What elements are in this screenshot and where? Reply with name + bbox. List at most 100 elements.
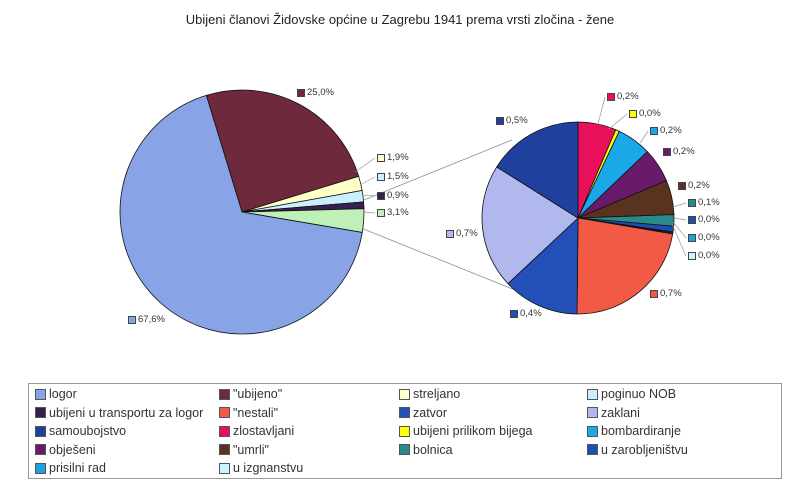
legend-swatch <box>219 407 230 418</box>
label-swatch <box>663 147 671 156</box>
leader-line <box>354 157 376 173</box>
legend-label: prisilni rad <box>49 461 106 475</box>
data-label: 0,2% <box>678 180 710 191</box>
legend-label: u zarobljeništvu <box>601 442 688 457</box>
legend-item: bombardiranje <box>587 424 681 438</box>
label-swatch <box>688 198 696 207</box>
leader-line <box>608 113 628 130</box>
legend-label: bombardiranje <box>601 424 681 438</box>
legend-label: obješeni <box>49 442 96 457</box>
legend-label: logor <box>49 387 77 401</box>
data-label: 0,9% <box>377 190 409 201</box>
legend-item: zlostavljani <box>219 424 294 438</box>
label-text: 0,1% <box>698 197 720 208</box>
label-text: 0,0% <box>698 232 720 243</box>
leader-line <box>671 223 687 257</box>
legend-swatch <box>587 388 598 400</box>
label-text: 0,4% <box>520 308 542 319</box>
chart-title: Ubijeni članovi Židovske općine u Zagreb… <box>185 12 615 27</box>
legend-item: poginuo NOB <box>587 387 676 401</box>
legend-item: u zarobljeništvu <box>587 443 688 457</box>
label-swatch <box>650 126 658 135</box>
label-swatch <box>377 172 385 181</box>
main-pie-slice <box>119 94 363 335</box>
legend-swatch <box>35 444 46 455</box>
legend-swatch <box>399 444 410 455</box>
label-text: 0,7% <box>660 288 682 299</box>
legend-swatch <box>219 462 230 474</box>
data-label: 0,0% <box>688 214 720 225</box>
label-text: 0,7% <box>456 228 478 239</box>
leader-line <box>359 176 376 186</box>
legend-swatch <box>399 407 410 418</box>
secondary-pie-slice <box>576 217 674 315</box>
label-text: 0,0% <box>698 250 720 261</box>
data-label: 25,0% <box>297 87 334 98</box>
secondary-pie-slice <box>481 166 579 285</box>
legend-item: zaklani <box>587 406 640 420</box>
legend-item: streljano <box>399 387 460 401</box>
label-swatch <box>128 315 136 324</box>
label-swatch <box>688 251 696 260</box>
leader-line <box>361 194 376 197</box>
data-label: 0,1% <box>688 197 720 208</box>
data-label: 0,0% <box>688 250 720 261</box>
legend-item: u izgnanstvu <box>219 461 303 475</box>
legend-item: logor <box>35 387 77 401</box>
leader-line <box>672 202 687 208</box>
legend: logor "ubijeno" streljano poginuo NOB ubijen… <box>28 383 782 479</box>
label-swatch <box>377 153 385 162</box>
leader-line <box>363 211 376 214</box>
label-text: 0,5% <box>506 115 528 126</box>
data-label: 3,1% <box>377 207 409 218</box>
data-label: 0,7% <box>650 288 682 299</box>
legend-swatch <box>219 444 230 455</box>
leader-line <box>673 217 687 221</box>
legend-swatch <box>587 444 598 455</box>
legend-swatch <box>35 388 46 400</box>
legend-label: "umrli" <box>233 442 269 457</box>
leader-line <box>597 96 606 125</box>
legend-label: samoubojstvo <box>49 424 127 438</box>
legend-swatch <box>35 407 46 418</box>
label-swatch <box>629 109 637 118</box>
legend-item: samoubojstvo <box>35 424 126 438</box>
legend-item: bolnica <box>399 443 453 457</box>
label-swatch <box>688 215 696 224</box>
legend-swatch <box>35 462 46 474</box>
data-label: 0,2% <box>650 125 682 136</box>
legend-swatch <box>399 425 410 437</box>
label-text: 0,2% <box>617 91 639 102</box>
label-swatch <box>650 289 658 298</box>
connector-line <box>360 227 531 297</box>
label-text: 0,0% <box>639 108 661 119</box>
leader-line <box>672 221 687 239</box>
legend-label: ubijeni u transportu za logor <box>49 405 204 420</box>
legend-swatch <box>587 407 598 418</box>
legend-label: "nestali" <box>233 405 279 420</box>
secondary-pie-slice <box>507 217 579 315</box>
legend-swatch <box>219 388 230 400</box>
connector-line <box>363 139 513 201</box>
legend-item: "ubijeno" <box>219 387 282 401</box>
label-swatch <box>377 208 385 217</box>
data-label: 1,9% <box>377 152 409 163</box>
legend-label: u izgnanstvu <box>233 461 304 475</box>
label-text: 0,2% <box>673 146 695 157</box>
label-text: 67,6% <box>138 314 165 325</box>
legend-label: bolnica <box>413 442 453 457</box>
legend-item: zatvor <box>399 406 447 420</box>
label-text: 1,9% <box>387 152 409 163</box>
legend-label: ubijeni prilikom bijega <box>413 424 533 438</box>
label-text: 25,0% <box>307 87 334 98</box>
label-text: 0,0% <box>698 214 720 225</box>
legend-item: obješeni <box>35 443 96 457</box>
legend-swatch <box>399 388 410 400</box>
label-text: 0,2% <box>688 180 710 191</box>
label-swatch <box>496 116 504 125</box>
data-label: 0,2% <box>663 146 695 157</box>
legend-label: poginuo NOB <box>601 387 677 401</box>
legend-label: zlostavljani <box>233 424 295 438</box>
